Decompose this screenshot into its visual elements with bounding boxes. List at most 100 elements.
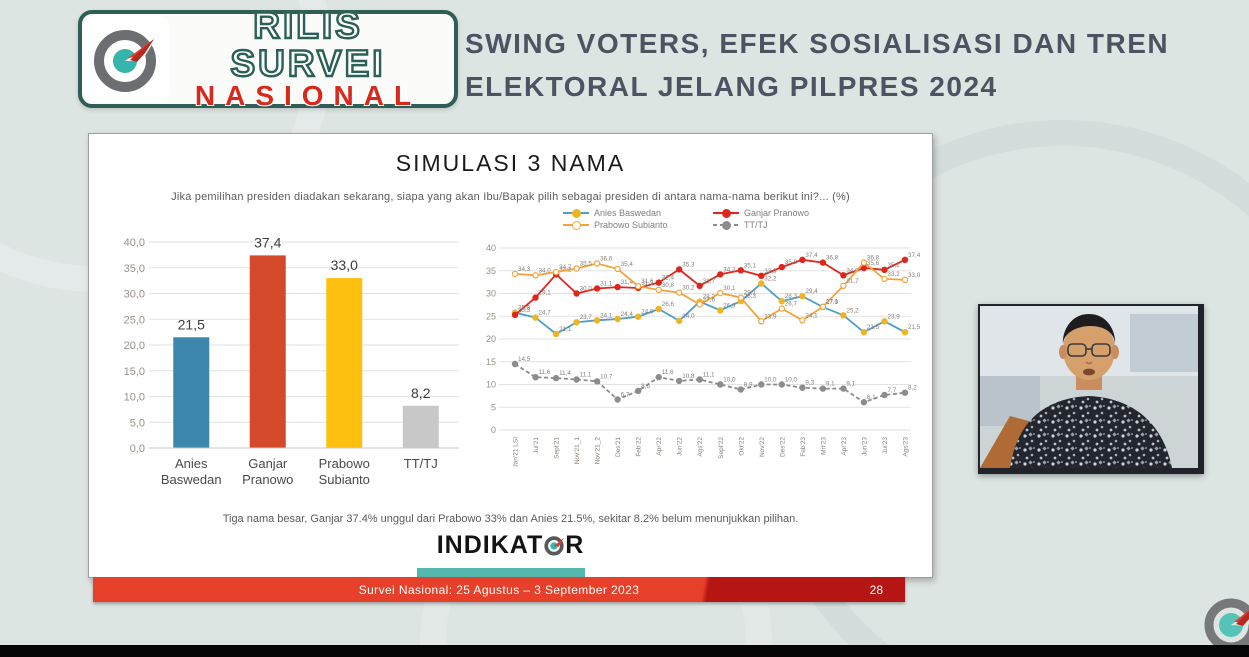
svg-text:34,0: 34,0 — [846, 267, 859, 274]
svg-text:35,3: 35,3 — [682, 261, 695, 268]
data-point-prabowo-subianto — [655, 286, 662, 294]
svg-text:Baswedan: Baswedan — [161, 472, 222, 487]
svg-text:32,4: 32,4 — [662, 275, 675, 282]
legend-item-tt-tj: TT/TJ — [713, 220, 853, 230]
slide-card: SIMULASI 3 NAMA Jika pemilihan presiden … — [88, 133, 933, 578]
svg-text:10: 10 — [486, 380, 496, 390]
svg-text:11,4: 11,4 — [559, 370, 571, 377]
data-point-prabowo-subianto — [614, 265, 621, 273]
svg-text:Sept'22: Sept'22 — [718, 437, 725, 459]
svg-text:6,1: 6,1 — [867, 394, 876, 401]
svg-text:33,0: 33,0 — [331, 257, 358, 273]
legend-label-tt-tj: TT/TJ — [744, 220, 768, 230]
data-point-ganjar-pranowo — [717, 271, 724, 278]
legend-item-prabowo-subianto: Prabowo Subianto — [563, 220, 713, 230]
svg-text:33,0: 33,0 — [908, 272, 921, 279]
svg-text:29,1: 29,1 — [744, 290, 757, 297]
svg-text:29,1: 29,1 — [539, 290, 552, 297]
svg-text:24,0: 24,0 — [682, 313, 695, 320]
legend-swatch-anies-baswedan — [563, 209, 589, 218]
svg-text:30,1: 30,1 — [723, 285, 736, 292]
svg-text:Mrt'23: Mrt'23 — [820, 437, 827, 455]
data-point-ganjar-pranowo — [819, 259, 827, 266]
svg-text:31,7: 31,7 — [703, 278, 716, 285]
svg-text:30,0: 30,0 — [580, 286, 593, 293]
svg-text:31,7: 31,7 — [846, 278, 859, 285]
data-point-ganjar-pranowo — [860, 264, 868, 272]
svg-text:35,1: 35,1 — [744, 262, 757, 269]
svg-text:35,2: 35,2 — [888, 262, 901, 269]
svg-text:Sept'21: Sept'21 — [554, 437, 561, 459]
svg-text:29,4: 29,4 — [805, 288, 818, 295]
svg-text:31,2: 31,2 — [641, 280, 654, 287]
svg-text:8,2: 8,2 — [908, 385, 917, 392]
data-point-tt-tj — [901, 389, 909, 396]
series-line-prabowo-subianto — [514, 261, 906, 323]
data-point-tt-tj — [696, 376, 703, 383]
data-point-ganjar-pranowo — [696, 282, 703, 290]
data-point-prabowo-subianto — [511, 270, 519, 278]
indikator-target-icon — [543, 534, 565, 563]
data-point-tt-tj — [655, 373, 662, 381]
data-point-tt-tj — [614, 396, 621, 403]
data-point-prabowo-subianto — [860, 259, 868, 266]
svg-text:26,3: 26,3 — [723, 302, 736, 309]
svg-text:8,6: 8,6 — [641, 383, 650, 390]
svg-text:7,7: 7,7 — [888, 387, 897, 394]
survey-period: Survei Nasional: 25 Agustus – 3 Septembe… — [358, 582, 640, 597]
series-line-tt-tj — [514, 363, 906, 404]
target-compass-icon — [84, 16, 170, 102]
svg-text:24,1: 24,1 — [805, 312, 818, 319]
data-point-prabowo-subianto — [696, 301, 703, 308]
webcam-video — [978, 304, 1204, 474]
bar — [402, 405, 439, 448]
svg-text:30,0: 30,0 — [124, 289, 145, 301]
svg-text:20,0: 20,0 — [124, 340, 145, 352]
svg-text:31,6: 31,6 — [641, 278, 654, 285]
data-point-tt-tj — [634, 387, 642, 395]
svg-text:28,2: 28,2 — [703, 294, 716, 301]
data-point-anies-baswedan — [552, 330, 560, 338]
data-point-tt-tj — [552, 374, 560, 382]
legend-label-anies-baswedan: Anies Baswedan — [594, 208, 662, 218]
data-point-tt-tj — [717, 381, 724, 388]
data-point-anies-baswedan — [901, 328, 909, 336]
indikator-logo-part1: INDIKAT — [436, 531, 544, 559]
line-chart-plot: 0 5 10 15 20 25 30 35 40 Jan'21 LSI Jul'21 Sept'21 N… — [486, 243, 921, 468]
svg-text:40: 40 — [486, 243, 496, 253]
legend-item-anies-baswedan: Anies Baswedan — [563, 208, 713, 218]
data-point-ganjar-pranowo — [737, 267, 744, 274]
program-logo: RILIS SURVEI NASIONAL — [78, 5, 458, 110]
data-point-anies-baswedan — [532, 314, 539, 321]
svg-text:10,0: 10,0 — [764, 377, 777, 384]
data-point-prabowo-subianto — [881, 275, 888, 283]
teal-accent-bar — [417, 568, 585, 577]
svg-text:Ags'22: Ags'22 — [697, 437, 704, 457]
svg-text:36,8: 36,8 — [867, 255, 880, 262]
svg-text:34,3: 34,3 — [518, 266, 531, 273]
data-point-prabowo-subianto — [593, 260, 601, 267]
svg-text:24,4: 24,4 — [621, 311, 634, 318]
bar — [326, 278, 363, 448]
trend-line-chart: Anies Baswedan Ganjar Pranowo Prabowo Subi… — [475, 208, 921, 537]
svg-text:Jun'22: Jun'22 — [677, 437, 684, 456]
data-point-ganjar-pranowo — [799, 256, 806, 263]
slide-conclusion-note: Tiga nama besar, Ganjar 37.4% unggul dar… — [222, 513, 799, 525]
svg-text:37,4: 37,4 — [908, 252, 921, 259]
svg-text:35,0: 35,0 — [124, 263, 145, 275]
svg-text:Feb'23: Feb'23 — [800, 437, 807, 457]
data-point-anies-baswedan — [860, 328, 868, 336]
svg-text:Jul'21: Jul'21 — [533, 437, 540, 454]
svg-text:33,9: 33,9 — [764, 268, 777, 275]
svg-text:10,7: 10,7 — [600, 373, 613, 380]
svg-text:11,6: 11,6 — [539, 369, 551, 376]
data-point-ganjar-pranowo — [840, 272, 847, 279]
data-point-anies-baswedan — [778, 297, 785, 305]
svg-text:Jun'23: Jun'23 — [861, 437, 868, 456]
svg-text:23,9: 23,9 — [764, 313, 777, 320]
program-logo-line1: RILIS SURVEI — [229, 5, 386, 84]
svg-text:11,1: 11,1 — [580, 372, 592, 379]
legend-item-ganjar-pranowo: Ganjar Pranowo — [713, 208, 853, 218]
svg-text:26,6: 26,6 — [662, 301, 675, 308]
